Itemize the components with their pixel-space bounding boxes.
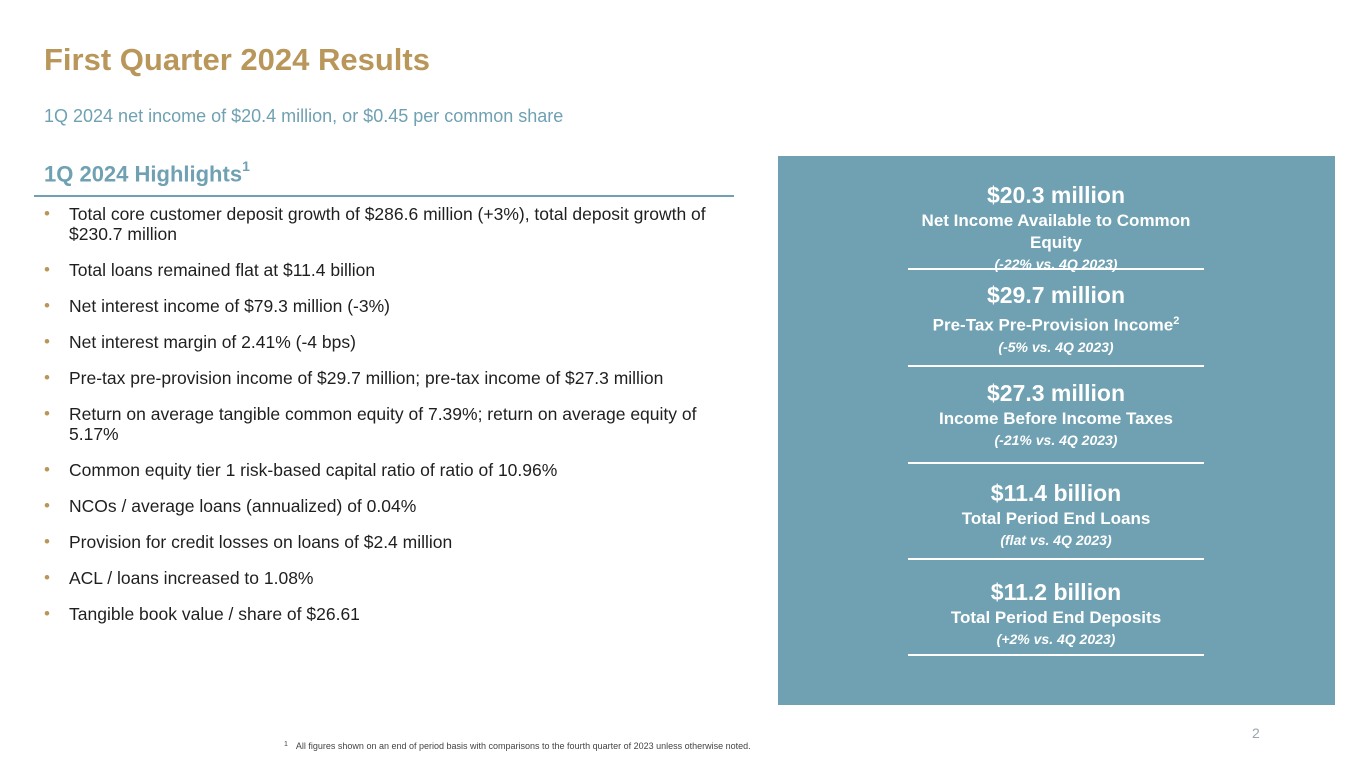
metric-label-footnote-ref: 2: [1173, 315, 1180, 327]
metric-value: $27.3 million: [986, 380, 1126, 406]
metric-change: (flat vs. 4Q 2023): [1000, 532, 1112, 548]
page-number: 2: [1252, 725, 1260, 741]
highlight-text: ACL / loans increased to 1.08%: [69, 568, 314, 588]
metric-change: (+2% vs. 4Q 2023): [996, 631, 1116, 647]
highlight-text: Common equity tier 1 risk-based capital …: [69, 460, 558, 480]
key-metrics-panel: $20.3 million Net Income Available to Co…: [778, 156, 1335, 705]
metric-total-deposits: $11.2 billion Total Period End Deposits …: [908, 577, 1204, 656]
footnote: 1 All figures shown on an end of period b…: [284, 741, 751, 751]
highlight-item: • Total loans remained flat at $11.4 bill…: [44, 260, 724, 280]
bullet-icon: •: [44, 532, 50, 551]
bullet-icon: •: [44, 604, 50, 623]
bullet-icon: •: [44, 296, 50, 315]
highlights-heading-footnote-ref: 1: [242, 158, 250, 174]
bullet-icon: •: [44, 404, 50, 423]
bullet-icon: •: [44, 368, 50, 387]
footnote-text: All figures shown on an end of period ba…: [295, 741, 751, 751]
slide-subtitle: 1Q 2024 net income of $20.4 million, or …: [44, 106, 564, 126]
highlight-item: • ACL / loans increased to 1.08%: [44, 568, 724, 588]
highlight-item: • Tangible book value / share of $26.61: [44, 604, 724, 624]
metric-pre-tax-pre-provision-income: $29.7 million Pre-Tax Pre-Provision Inco…: [908, 280, 1204, 367]
highlights-divider: [34, 195, 734, 197]
highlight-item: • Common equity tier 1 risk-based capital…: [44, 460, 724, 480]
highlight-item: • Pre-tax pre-provision income of $29.7 m…: [44, 368, 724, 388]
highlight-text: Provision for credit losses on loans of …: [69, 532, 453, 552]
metric-income-before-taxes: $27.3 million Income Before Income Taxes…: [908, 378, 1204, 464]
highlight-text: Pre-tax pre-provision income of $29.7 mi…: [69, 368, 664, 388]
highlight-item: • Net interest income of $79.3 million (-…: [44, 296, 724, 316]
highlight-item: • Net interest margin of 2.41% (-4 bps): [44, 332, 724, 352]
metric-label: Net Income Available to Common Equity: [921, 211, 1191, 252]
footnote-marker: 1: [284, 741, 288, 748]
highlight-item: • Return on average tangible common equit…: [44, 404, 724, 444]
highlight-item: • Provision for credit losses on loans of…: [44, 532, 724, 552]
bullet-icon: •: [44, 204, 50, 223]
highlights-heading-text: 1Q 2024 Highlights: [44, 161, 243, 187]
highlight-text: Net interest income of $79.3 million (-3…: [69, 296, 390, 316]
bullet-icon: •: [44, 332, 50, 351]
highlight-item: • NCOs / average loans (annualized) of 0.…: [44, 496, 724, 516]
metric-label: Total Period End Deposits: [950, 608, 1162, 627]
metric-change: (-22% vs. 4Q 2023): [994, 256, 1118, 272]
metric-value: $20.3 million: [986, 182, 1126, 208]
highlight-text: Total core customer deposit growth of $2…: [69, 204, 706, 244]
highlights-heading: 1Q 2024 Highlights1: [44, 158, 250, 187]
metric-change: (-5% vs. 4Q 2023): [998, 338, 1114, 355]
metric-label: Total Period End Loans: [961, 509, 1151, 528]
highlight-item: • Total core customer deposit growth of $…: [44, 204, 724, 244]
metric-total-loans: $11.4 billion Total Period End Loans (fl…: [908, 478, 1204, 560]
highlight-text: Return on average tangible common equity…: [69, 404, 697, 444]
bullet-icon: •: [44, 460, 50, 479]
bullet-icon: •: [44, 568, 50, 587]
bullet-icon: •: [44, 496, 50, 515]
highlight-text: Net interest margin of 2.41% (-4 bps): [69, 332, 356, 352]
highlights-list: • Total core customer deposit growth of $…: [44, 204, 724, 640]
metric-value: $11.4 billion: [990, 480, 1122, 506]
metric-label: Income Before Income Taxes: [939, 409, 1173, 428]
highlight-text: Total loans remained flat at $11.4 billi…: [69, 260, 376, 280]
metric-change: (-21% vs. 4Q 2023): [994, 432, 1118, 448]
metric-label: Pre-Tax Pre-Provision Income2: [908, 310, 1204, 337]
metric-net-income: $20.3 million Net Income Available to Co…: [908, 180, 1204, 272]
metric-value: $29.7 million: [986, 282, 1126, 308]
bullet-icon: •: [44, 260, 50, 279]
metric-label-text: Pre-Tax Pre-Provision Income: [932, 315, 1174, 335]
slide-title: First Quarter 2024 Results: [44, 42, 430, 77]
highlight-text: Tangible book value / share of $26.61: [69, 604, 360, 624]
metric-value: $11.2 billion: [990, 579, 1122, 605]
highlight-text: NCOs / average loans (annualized) of 0.0…: [69, 496, 417, 516]
